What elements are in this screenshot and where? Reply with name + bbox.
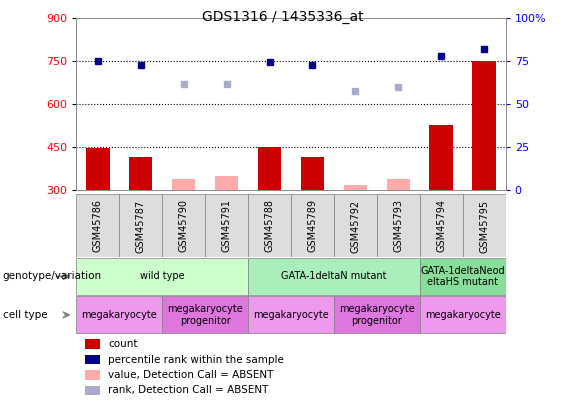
Bar xyxy=(85,386,100,395)
Bar xyxy=(76,194,119,257)
Bar xyxy=(463,194,506,257)
Bar xyxy=(291,194,334,257)
Bar xyxy=(205,194,248,257)
Text: genotype/variation: genotype/variation xyxy=(3,271,102,281)
Bar xyxy=(420,296,506,333)
Bar xyxy=(377,194,420,257)
Bar xyxy=(429,125,453,190)
Text: GSM45790: GSM45790 xyxy=(179,199,189,252)
Text: cell type: cell type xyxy=(3,310,47,320)
Text: megakaryocyte
progenitor: megakaryocyte progenitor xyxy=(167,304,243,326)
Bar xyxy=(85,355,100,364)
Bar xyxy=(86,148,110,190)
Text: GSM45791: GSM45791 xyxy=(221,199,232,252)
Bar xyxy=(334,296,420,333)
Bar xyxy=(258,147,281,190)
Text: megakaryocyte: megakaryocyte xyxy=(81,310,157,320)
Bar xyxy=(162,296,248,333)
Bar xyxy=(85,339,100,349)
Text: GATA-1deltaN mutant: GATA-1deltaN mutant xyxy=(281,271,386,281)
Bar xyxy=(85,370,100,379)
Bar xyxy=(215,176,238,190)
Text: megakaryocyte: megakaryocyte xyxy=(425,310,501,320)
Text: count: count xyxy=(108,339,138,349)
Text: GSM45792: GSM45792 xyxy=(350,199,360,253)
Bar xyxy=(172,179,195,190)
Bar xyxy=(129,158,153,190)
Bar xyxy=(386,179,410,190)
Bar xyxy=(76,258,248,295)
Bar xyxy=(248,258,420,295)
Text: GSM45786: GSM45786 xyxy=(93,199,103,252)
Bar xyxy=(334,194,377,257)
Bar xyxy=(248,296,334,333)
Bar xyxy=(472,61,496,190)
Bar xyxy=(248,194,291,257)
Text: megakaryocyte
progenitor: megakaryocyte progenitor xyxy=(339,304,415,326)
Bar xyxy=(420,258,506,295)
Bar xyxy=(344,185,367,190)
Text: GSM45788: GSM45788 xyxy=(264,199,275,252)
Bar xyxy=(76,296,162,333)
Text: rank, Detection Call = ABSENT: rank, Detection Call = ABSENT xyxy=(108,385,269,395)
Text: percentile rank within the sample: percentile rank within the sample xyxy=(108,354,284,364)
Text: GDS1316 / 1435336_at: GDS1316 / 1435336_at xyxy=(202,10,363,24)
Bar xyxy=(162,194,205,257)
Bar xyxy=(420,194,463,257)
Text: GSM45789: GSM45789 xyxy=(307,199,318,252)
Text: value, Detection Call = ABSENT: value, Detection Call = ABSENT xyxy=(108,370,274,380)
Bar xyxy=(301,158,324,190)
Text: GATA-1deltaNeod
eltaHS mutant: GATA-1deltaNeod eltaHS mutant xyxy=(420,266,505,287)
Text: megakaryocyte: megakaryocyte xyxy=(253,310,329,320)
Text: GSM45793: GSM45793 xyxy=(393,199,403,252)
Bar xyxy=(119,194,162,257)
Text: wild type: wild type xyxy=(140,271,184,281)
Text: GSM45794: GSM45794 xyxy=(436,199,446,252)
Text: GSM45787: GSM45787 xyxy=(136,199,146,253)
Text: GSM45795: GSM45795 xyxy=(479,199,489,253)
